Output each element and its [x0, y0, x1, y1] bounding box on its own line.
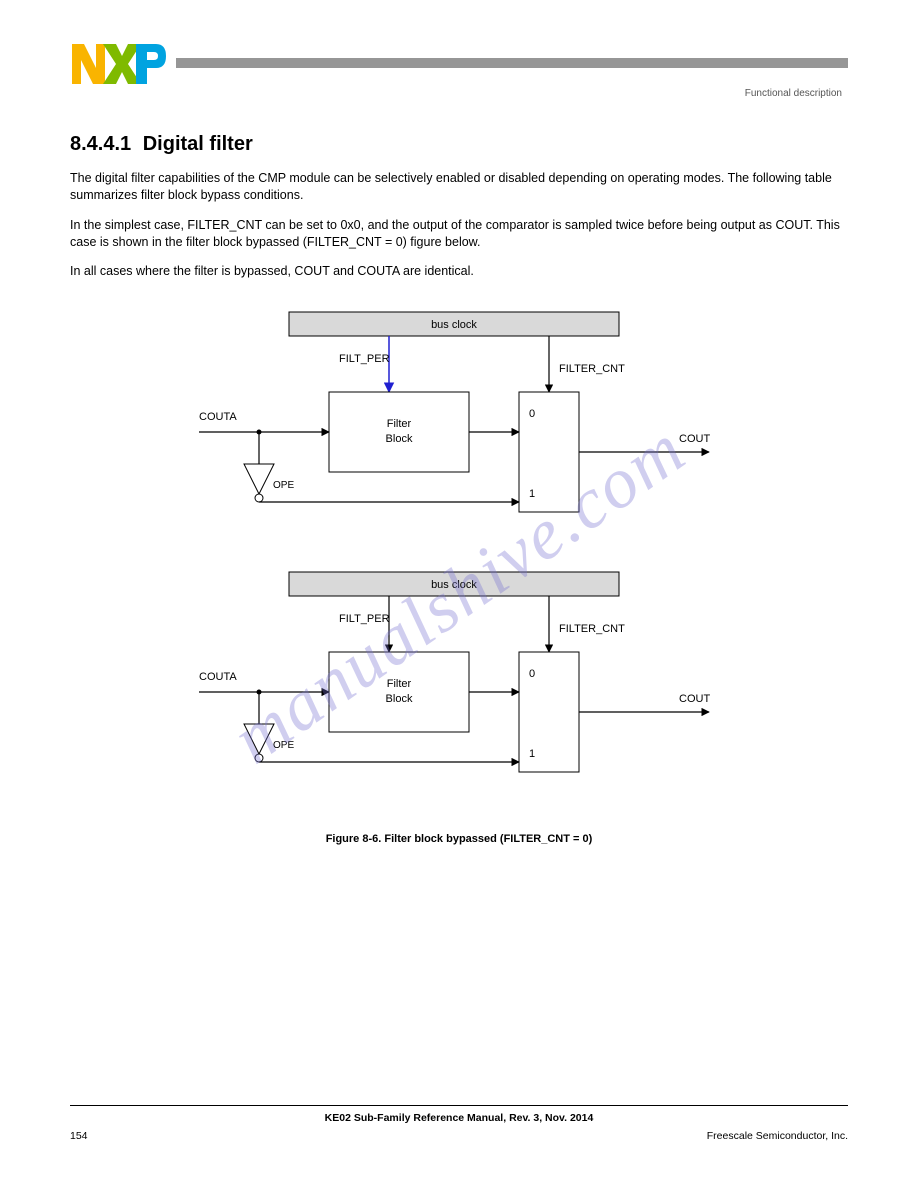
svg-text:Block: Block [386, 693, 413, 705]
section-number: 8.4.4.1 [70, 133, 131, 155]
svg-text:OPE: OPE [273, 740, 294, 751]
figure: bus clock FILT_PER FILTER_CNT COUTA Filt… [189, 292, 729, 845]
page-footer: KE02 Sub-Family Reference Manual, Rev. 3… [70, 1105, 848, 1142]
section-title: Digital filter [143, 133, 253, 155]
footer-title: KE02 Sub-Family Reference Manual, Rev. 3… [70, 1112, 848, 1124]
couta-label: COUTA [199, 411, 237, 423]
svg-text:1: 1 [529, 748, 535, 760]
header-subtitle: Functional description [70, 88, 842, 99]
svg-text:bus clock: bus clock [431, 579, 477, 591]
cout-label: COUT [679, 433, 710, 445]
footer-company: Freescale Semiconductor, Inc. [707, 1130, 848, 1142]
figure-caption: Figure 8-6. Filter block bypassed (FILTE… [189, 833, 729, 845]
svg-text:FILT_PER: FILT_PER [339, 613, 390, 625]
filter-block-label: Filter [387, 418, 412, 430]
filt-per-label: FILT_PER [339, 353, 390, 365]
paragraph: In all cases where the filter is bypasse… [70, 263, 848, 280]
page-number: 154 [70, 1130, 88, 1142]
nxp-logo [70, 40, 166, 86]
svg-text:0: 0 [529, 668, 535, 680]
bus-label: bus clock [431, 319, 477, 331]
header-rule [176, 58, 848, 68]
svg-text:Filter: Filter [387, 678, 412, 690]
svg-text:Block: Block [386, 433, 413, 445]
paragraph: In the simplest case, FILTER_CNT can be … [70, 217, 848, 252]
page-header [70, 40, 848, 86]
svg-text:COUTA: COUTA [199, 671, 237, 683]
filter-cnt-label: FILTER_CNT [559, 363, 625, 375]
paragraph: The digital filter capabilities of the C… [70, 170, 848, 205]
ope-label: OPE [273, 480, 294, 491]
section-heading: 8.4.4.1 Digital filter [70, 133, 848, 156]
svg-text:COUT: COUT [679, 693, 710, 705]
body-text: The digital filter capabilities of the C… [70, 170, 848, 280]
mux-1: 1 [529, 488, 535, 500]
mux-0: 0 [529, 408, 535, 420]
svg-text:FILTER_CNT: FILTER_CNT [559, 623, 625, 635]
filter-diagram: bus clock FILT_PER FILTER_CNT COUTA Filt… [189, 292, 729, 822]
